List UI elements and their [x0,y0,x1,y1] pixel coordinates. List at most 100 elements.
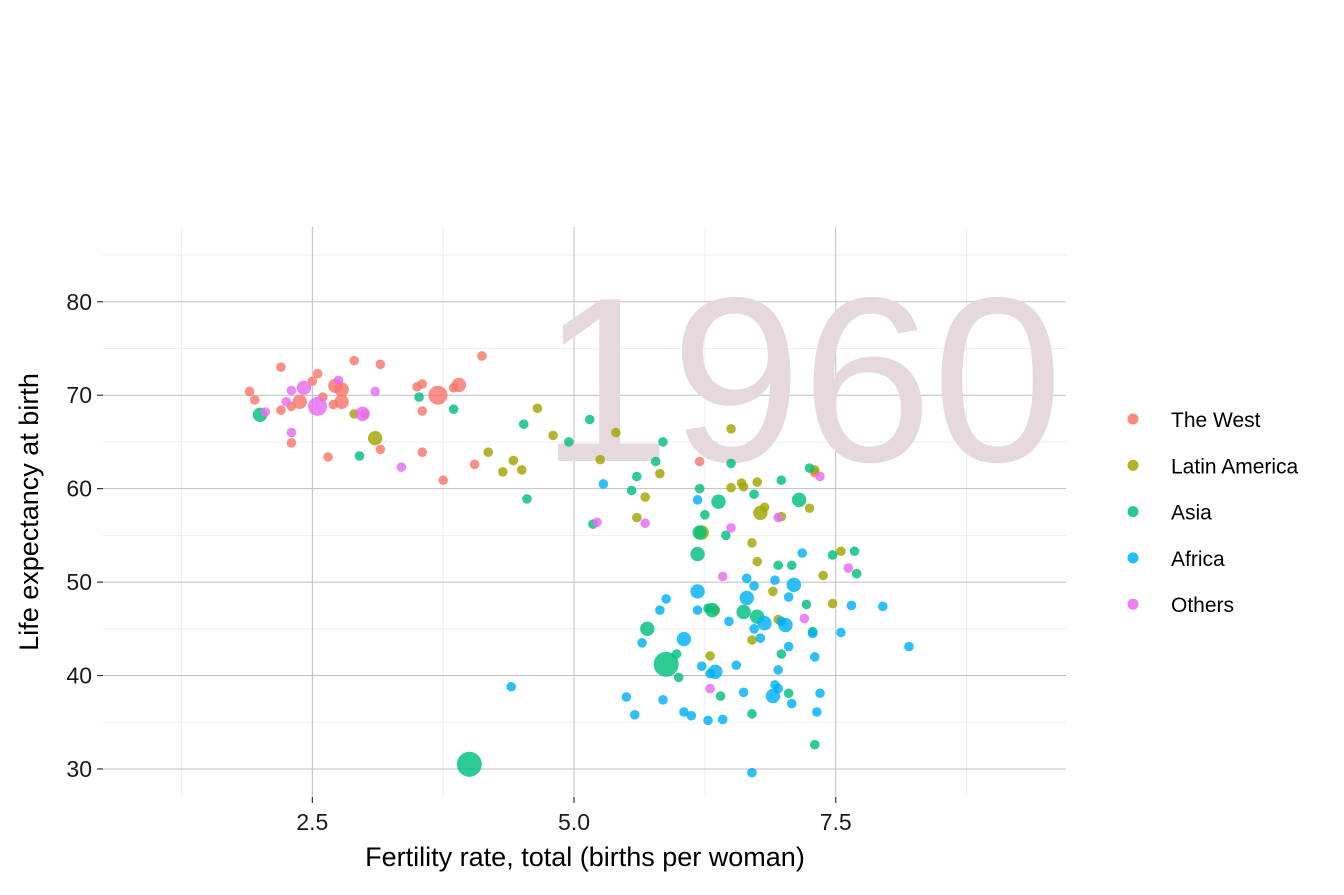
data-point [428,385,448,405]
x-axis-title: Fertility rate, total (births per woman) [365,842,805,872]
legend-key [1127,598,1139,610]
data-point [827,598,838,609]
data-point [739,590,754,606]
data-point [334,394,349,409]
data-point [747,709,757,719]
data-point [783,592,794,602]
y-axis-title: Life expectancy at birth [14,373,44,651]
data-point [778,617,793,633]
minor-grid [103,227,1066,797]
data-point [506,681,517,692]
data-point [726,424,736,434]
data-point [308,396,328,416]
data-point [749,489,759,500]
data-point [749,624,759,634]
data-point [703,715,713,726]
legend: The West Latin America Asia Africa Others [1127,409,1299,617]
data-point [878,601,888,612]
legend-key [1127,552,1139,564]
data-point [563,437,574,447]
data-point [692,605,703,615]
data-point [637,638,647,648]
data-point [483,447,494,457]
data-point [815,688,825,699]
data-point [451,377,467,393]
data-point [770,575,780,586]
y-axis: 30 40 50 60 70 80 [66,289,103,782]
data-point [518,419,529,429]
y-tick-label: 30 [66,756,92,782]
data-point [700,510,710,520]
data-point [809,652,820,662]
data-point [711,494,726,509]
legend-label: Asia [1171,502,1212,525]
data-point [776,649,787,659]
data-point [759,502,770,513]
data-point [776,475,787,486]
y-tick-label: 40 [66,663,92,689]
data-point [673,672,684,683]
data-point [736,604,751,620]
data-point [738,687,749,698]
data-point [584,414,595,425]
data-point [851,568,862,579]
year-label: 1960 [540,248,1063,511]
legend-key [1127,506,1139,518]
x-tick-label: 5.0 [558,809,590,835]
x-tick-label: 2.5 [296,809,328,835]
legend-label: Latin America [1171,455,1299,478]
data-point [244,386,255,397]
data-point [661,594,671,604]
data-point [323,452,333,462]
data-point [640,518,651,529]
data-point [281,396,291,407]
data-point [786,698,797,709]
major-grid [103,227,1066,797]
data-point [783,688,794,699]
data-point [292,394,307,409]
data-point [621,692,632,702]
data-point [448,404,459,415]
data-point [632,471,642,482]
data-point [438,475,448,486]
data-point [307,376,318,386]
data-point [276,362,286,372]
data-point [749,581,759,591]
data-point [804,463,815,473]
data-point [640,492,651,502]
data-point [414,392,424,402]
data-point [696,661,707,671]
data-point [595,454,606,465]
data-point [846,600,857,611]
data-point [676,631,692,647]
data-point [694,456,705,467]
data-point [773,683,783,694]
data-point [456,751,482,777]
data-point [690,546,705,562]
data-point [724,616,734,627]
data-point [396,462,407,472]
data-point [809,739,820,750]
data-point [773,512,783,523]
data-point [755,633,766,643]
data-point [705,651,715,661]
data-point [686,710,697,721]
data-point [804,503,815,514]
data-point [692,495,703,505]
data-point [349,355,360,366]
data-point [516,465,527,475]
data-point [827,550,838,560]
data-point [508,455,519,466]
data-point [679,707,689,717]
legend-label: The West [1171,409,1261,432]
data-point [592,517,602,528]
data-point [752,556,763,567]
data-point [705,683,715,694]
data-point [797,548,808,558]
data-point [786,560,797,571]
data-point [522,494,532,504]
data-point [836,546,846,557]
data-point [469,459,480,470]
data-point [658,437,668,447]
data-point [548,430,558,441]
